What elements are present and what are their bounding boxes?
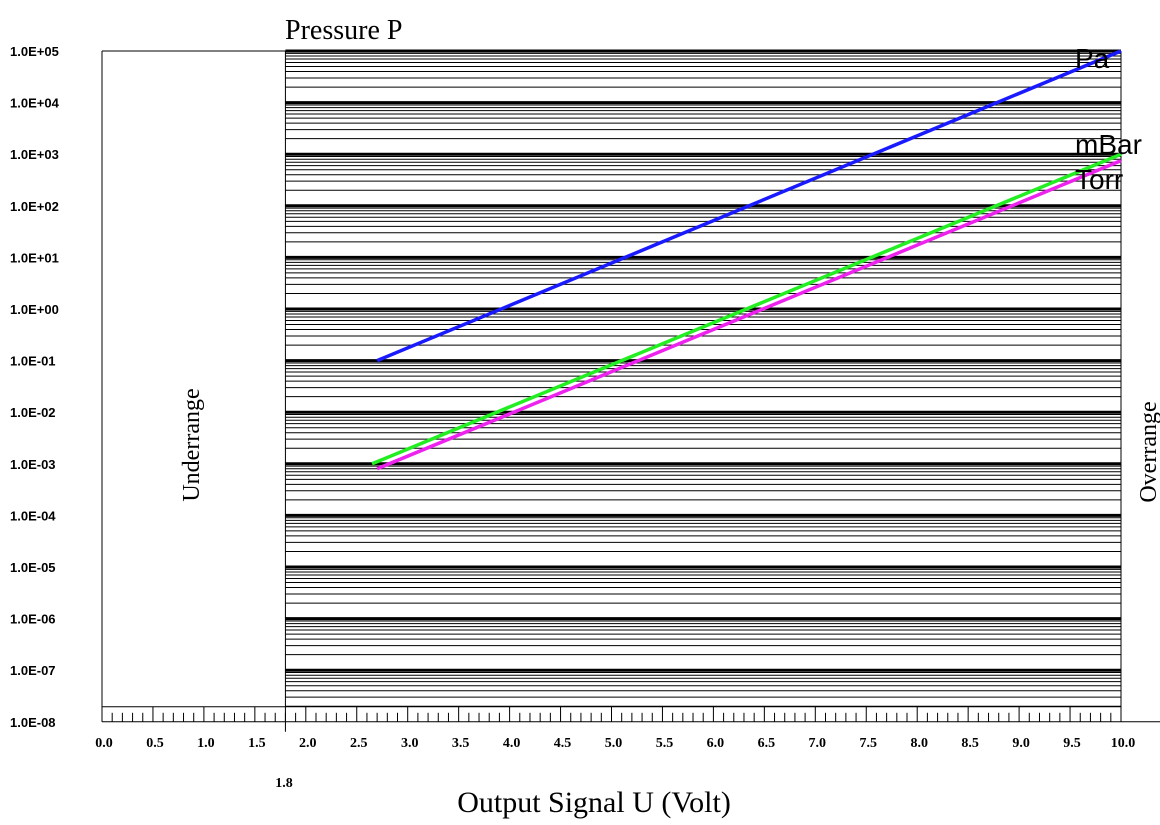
x-tick-label: 5.5 bbox=[656, 736, 674, 751]
region-label-overrange: Overrange bbox=[1136, 401, 1160, 502]
y-tick-label: 1.0E+03 bbox=[10, 147, 59, 162]
x-tick-label: 2.5 bbox=[350, 736, 368, 751]
x-tick-label: 3.0 bbox=[401, 736, 419, 751]
x-tick-label: 9.0 bbox=[1012, 736, 1030, 751]
x-tick-label: 8.5 bbox=[961, 736, 979, 751]
chart-frame bbox=[101, 50, 1160, 732]
y-tick-label: 1.0E+02 bbox=[10, 199, 59, 214]
series-label-torr: Torr bbox=[1075, 164, 1123, 195]
series-labels: Pa mBar Torr bbox=[1075, 43, 1142, 195]
y-tick-label: 1.0E-08 bbox=[10, 715, 56, 730]
x-tick-label: 2.0 bbox=[299, 736, 317, 751]
y-tick-label: 1.0E-01 bbox=[10, 354, 56, 369]
x-tick-label-1-8: 1.8 bbox=[275, 776, 293, 791]
region-labels: Underrange Overrange bbox=[179, 388, 1160, 502]
x-tick-label: 7.5 bbox=[860, 736, 878, 751]
series-line-mbar bbox=[371, 152, 1122, 466]
x-tick-label: 0.0 bbox=[95, 736, 113, 751]
y-tick-label: 1.0E-03 bbox=[10, 457, 56, 472]
x-tick-label: 1.5 bbox=[248, 736, 266, 751]
x-tick-label: 10.0 bbox=[1111, 736, 1136, 751]
x-tick-label: 6.5 bbox=[758, 736, 776, 751]
x-tick-label: 3.5 bbox=[452, 736, 470, 751]
series-lines bbox=[371, 49, 1122, 471]
region-label-underrange: Underrange bbox=[179, 388, 205, 501]
x-tick-label: 6.0 bbox=[707, 736, 725, 751]
x-tick-label: 9.5 bbox=[1063, 736, 1081, 751]
series-label-pa: Pa bbox=[1075, 43, 1110, 74]
x-tick-labels: 0.0 0.5 1.0 1.5 2.0 2.5 3.0 3.5 4.0 4.5 5.0 5.5 6.0 6… bbox=[95, 736, 1136, 751]
grid-lines bbox=[285, 49, 1121, 707]
x-tick-label: 1.0 bbox=[197, 736, 215, 751]
y-tick-label: 1.0E-04 bbox=[10, 508, 56, 523]
y-tick-label: 1.0E+01 bbox=[10, 250, 59, 265]
series-label-mbar: mBar bbox=[1075, 129, 1142, 160]
x-tick-label: 4.0 bbox=[503, 736, 521, 751]
x-tick-label: 5.0 bbox=[605, 736, 623, 751]
x-tick-label: 0.5 bbox=[146, 736, 164, 751]
x-tick-label: 8.0 bbox=[910, 736, 928, 751]
y-tick-label: 1.0E+05 bbox=[10, 44, 59, 59]
y-tick-label: 1.0E-06 bbox=[10, 612, 56, 627]
chart-title: Pressure P bbox=[285, 15, 402, 46]
y-tick-labels: 1.0E+05 1.0E+04 1.0E+03 1.0E+02 1.0E+01 1.0E+… bbox=[10, 44, 60, 730]
x-tick-label: 4.5 bbox=[554, 736, 572, 751]
y-tick-label: 1.0E-05 bbox=[10, 560, 56, 575]
y-tick-label: 1.0E+04 bbox=[10, 96, 60, 111]
y-tick-label: 1.0E+00 bbox=[10, 302, 59, 317]
x-tick-label: 7.0 bbox=[809, 736, 827, 751]
series-line-pa bbox=[376, 49, 1122, 363]
y-tick-label: 1.0E-07 bbox=[10, 663, 56, 678]
x-axis-title: Output Signal U (Volt) bbox=[457, 786, 731, 819]
y-tick-label: 1.0E-02 bbox=[10, 405, 56, 420]
x-minor-ticks bbox=[101, 706, 1122, 722]
series-line-torr bbox=[376, 159, 1122, 471]
